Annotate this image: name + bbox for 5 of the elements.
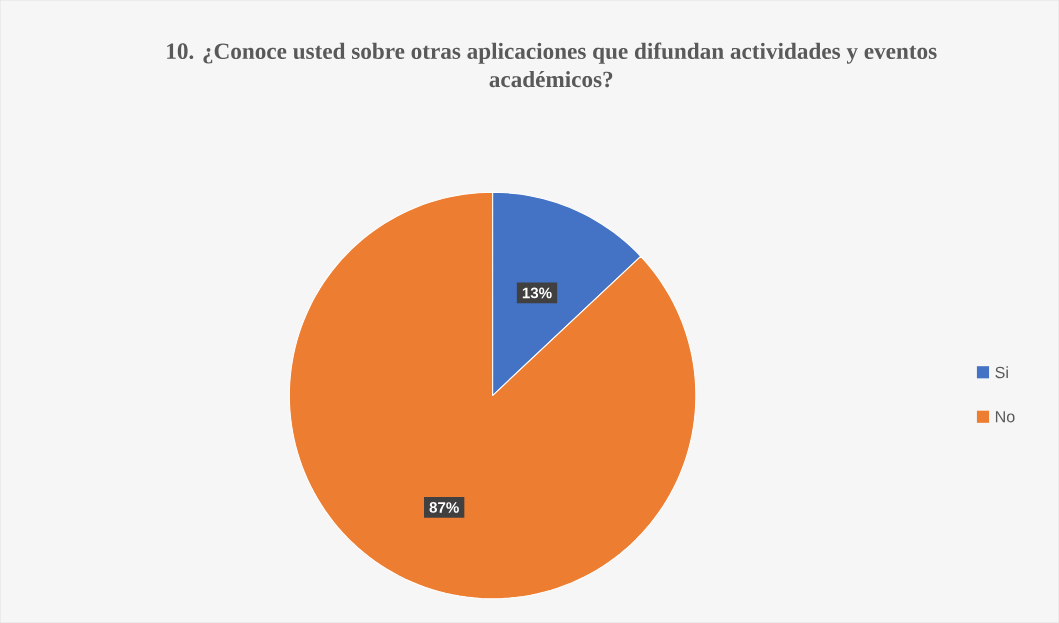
legend-label: Si [995, 366, 1008, 379]
data-label: 13% [522, 287, 552, 299]
legend-label: No [995, 411, 1015, 423]
data-label: 87% [429, 501, 459, 513]
chart-title: 10. ¿Conoce usted sobre otras aplicaciones que difundan actividades y eventos académicos? [167, 42, 937, 88]
